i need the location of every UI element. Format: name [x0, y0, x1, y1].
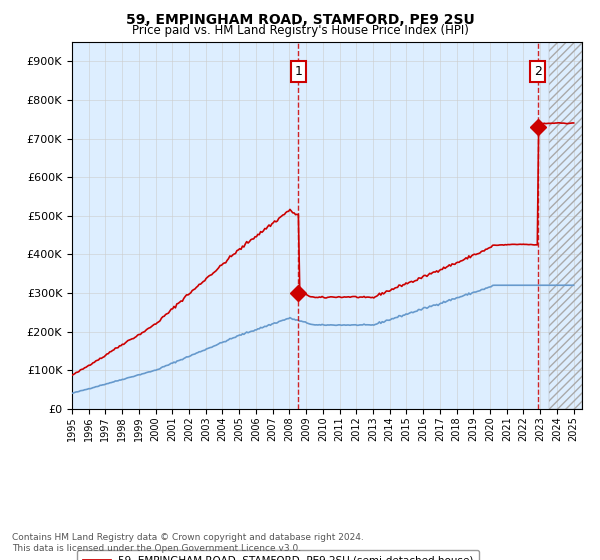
Legend: 59, EMPINGHAM ROAD, STAMFORD, PE9 2SU (semi-detached house), HPI: Average price,: 59, EMPINGHAM ROAD, STAMFORD, PE9 2SU (s… [77, 550, 479, 560]
Text: 59, EMPINGHAM ROAD, STAMFORD, PE9 2SU: 59, EMPINGHAM ROAD, STAMFORD, PE9 2SU [125, 13, 475, 27]
Text: Price paid vs. HM Land Registry's House Price Index (HPI): Price paid vs. HM Land Registry's House … [131, 24, 469, 37]
Text: 2: 2 [534, 65, 542, 78]
Text: 1: 1 [295, 65, 302, 78]
Text: Contains HM Land Registry data © Crown copyright and database right 2024.
This d: Contains HM Land Registry data © Crown c… [12, 533, 364, 553]
